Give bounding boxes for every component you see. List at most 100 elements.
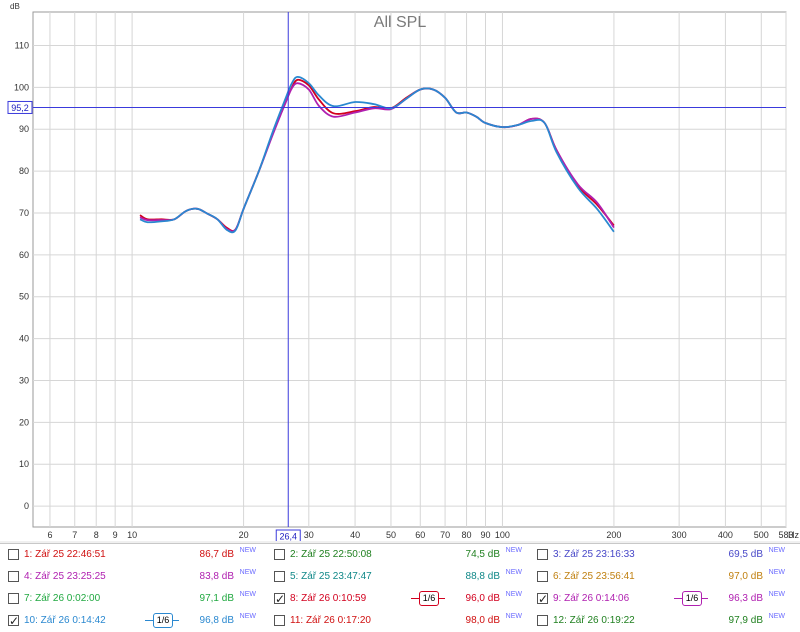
legend-item[interactable]: 3: Zář 25 23:16:33 69,5 dB NEW: [531, 544, 793, 566]
legend-item[interactable]: 1: Zář 25 22:46:51 86,7 dB NEW: [2, 544, 264, 566]
x-tick-label: 300: [672, 530, 687, 540]
legend-label: 10: Zář 26 0:14:42: [24, 615, 106, 626]
legend-checkbox[interactable]: [537, 588, 548, 610]
y-tick-label: 100: [14, 82, 29, 92]
x-tick-label: 20: [239, 530, 249, 540]
y-tick-label: 70: [19, 208, 29, 218]
x-tick-label: 6: [47, 530, 52, 540]
legend-checkbox[interactable]: [8, 571, 19, 582]
x-tick-label: 40: [350, 530, 360, 540]
x-tick-label: 30: [304, 530, 314, 540]
y-tick-label: 0: [24, 501, 29, 511]
legend-item[interactable]: 2: Zář 25 22:50:08 74,5 dB NEW: [268, 544, 530, 566]
legend-value: 96,0 dB: [465, 593, 500, 604]
y-tick-label: 60: [19, 250, 29, 260]
x-tick-label: 60: [415, 530, 425, 540]
cursor-y-readout-box: [7, 100, 33, 114]
legend-value: 69,5 dB: [728, 549, 763, 560]
x-tick-label: 7: [72, 530, 77, 540]
legend-item[interactable]: 9: Zář 26 0:14:06 1/6 96,3 dB NEW: [531, 588, 793, 610]
y-tick-label: 40: [19, 334, 29, 344]
legend-item[interactable]: 5: Zář 25 23:47:47 88,8 dB NEW: [268, 566, 530, 588]
legend-item[interactable]: 8: Zář 26 0:10:59 1/6 96,0 dB NEW: [268, 588, 530, 610]
y-tick-label: 50: [19, 292, 29, 302]
y-tick-label: 80: [19, 166, 29, 176]
spl-chart[interactable]: 0 10 20 30 40 50 60 70 80 90 100 110 6 7 8 9 10 20 30 40 50 6…: [0, 0, 800, 541]
legend-checkbox[interactable]: [274, 588, 285, 610]
legend-label: 3: Zář 25 23:16:33: [553, 549, 635, 560]
x-tick-label: 80: [462, 530, 472, 540]
y-tick-label: 10: [19, 459, 29, 469]
smoothing-button[interactable]: 1/6: [145, 613, 179, 628]
series-line-3: [139, 76, 615, 234]
plot-frame: [32, 11, 787, 528]
legend-value: 97,1 dB: [199, 593, 234, 604]
new-badge: NEW: [239, 613, 256, 620]
new-badge: NEW: [239, 569, 256, 576]
chart-title: All SPL: [374, 14, 427, 31]
x-tick-label: 90: [480, 530, 490, 540]
y-tick-label: 30: [19, 375, 29, 385]
smoothing-button[interactable]: 1/6: [674, 591, 708, 606]
legend-value: 74,5 dB: [465, 549, 500, 560]
legend-checkbox[interactable]: [8, 610, 19, 632]
legend-panel: 1: Zář 25 22:46:51 86,7 dB NEW 2: Zář 25 22…: [0, 543, 800, 632]
legend-value: 96,3 dB: [728, 593, 763, 604]
y-tick-label: 110: [15, 40, 29, 50]
legend-label: 11: Zář 26 0:17:20: [290, 615, 371, 626]
legend-checkbox[interactable]: [274, 571, 285, 582]
x-tick-label: 400: [718, 530, 733, 540]
legend-checkbox[interactable]: [537, 615, 548, 626]
legend-checkbox[interactable]: [537, 571, 548, 582]
legend-item[interactable]: 10: Zář 26 0:14:42 1/6 96,8 dB NEW: [2, 610, 264, 632]
x-tick-label: 500: [754, 530, 769, 540]
legend-label: 7: Zář 26 0:02:00: [24, 593, 101, 604]
new-badge: NEW: [768, 613, 785, 620]
chart-area[interactable]: 0 10 20 30 40 50 60 70 80 90 100 110 6 7 8 9 10 20 30 40 50 6…: [0, 0, 800, 541]
cursor-x-readout: 26,4: [279, 532, 297, 542]
smoothing-label: 1/6: [153, 613, 173, 628]
legend-label: 4: Zář 25 23:25:25: [24, 571, 106, 582]
legend-item[interactable]: 11: Zář 26 0:17:20 98,0 dB NEW: [268, 610, 530, 632]
new-badge: NEW: [505, 591, 522, 598]
new-badge: NEW: [505, 547, 522, 554]
legend-value: 97,9 dB: [728, 615, 763, 626]
legend-label: 8: Zář 26 0:10:59: [290, 593, 367, 604]
x-tick-label: 10: [127, 530, 137, 540]
y-axis-unit: dB: [10, 2, 20, 11]
legend-item[interactable]: 4: Zář 25 23:25:25 83,8 dB NEW: [2, 566, 264, 588]
legend-label: 6: Zář 25 23:56:41: [553, 571, 635, 582]
new-badge: NEW: [768, 569, 785, 576]
legend-checkbox[interactable]: [537, 549, 548, 560]
legend-checkbox[interactable]: [8, 549, 19, 560]
legend-label: 2: Zář 25 22:50:08: [290, 549, 372, 560]
legend-checkbox[interactable]: [274, 549, 285, 560]
legend-item[interactable]: 12: Zář 26 0:19:22 97,9 dB NEW: [531, 610, 793, 632]
legend-item[interactable]: 6: Zář 25 23:56:41 97,0 dB NEW: [531, 566, 793, 588]
legend-value: 88,8 dB: [465, 571, 500, 582]
x-tick-label: 200: [606, 530, 621, 540]
legend-item[interactable]: 7: Zář 26 0:02:00 97,1 dB NEW: [2, 588, 264, 610]
x-axis-unit: Hz: [788, 530, 799, 540]
new-badge: NEW: [768, 547, 785, 554]
cursor-y-readout: 95,2: [11, 103, 29, 113]
x-tick-label: 50: [386, 530, 396, 540]
new-badge: NEW: [505, 569, 522, 576]
legend-value: 96,8 dB: [199, 615, 234, 626]
legend-label: 1: Zář 25 22:46:51: [24, 549, 106, 560]
smoothing-label: 1/6: [682, 591, 702, 606]
new-badge: NEW: [768, 591, 785, 598]
legend-label: 9: Zář 26 0:14:06: [553, 593, 630, 604]
x-tick-label: 9: [113, 530, 118, 540]
y-tick-label: 20: [19, 417, 29, 427]
legend-label: 12: Zář 26 0:19:22: [553, 615, 635, 626]
x-tick-label: 583: [778, 530, 793, 540]
smoothing-button[interactable]: 1/6: [411, 591, 445, 606]
legend-label: 5: Zář 25 23:47:47: [290, 571, 372, 582]
legend-value: 83,8 dB: [199, 571, 234, 582]
legend-checkbox[interactable]: [8, 593, 19, 604]
x-tick-label: 100: [495, 530, 510, 540]
legend-checkbox[interactable]: [274, 615, 285, 626]
smoothing-label: 1/6: [419, 591, 439, 606]
cursor-x-readout-box: [275, 529, 301, 541]
